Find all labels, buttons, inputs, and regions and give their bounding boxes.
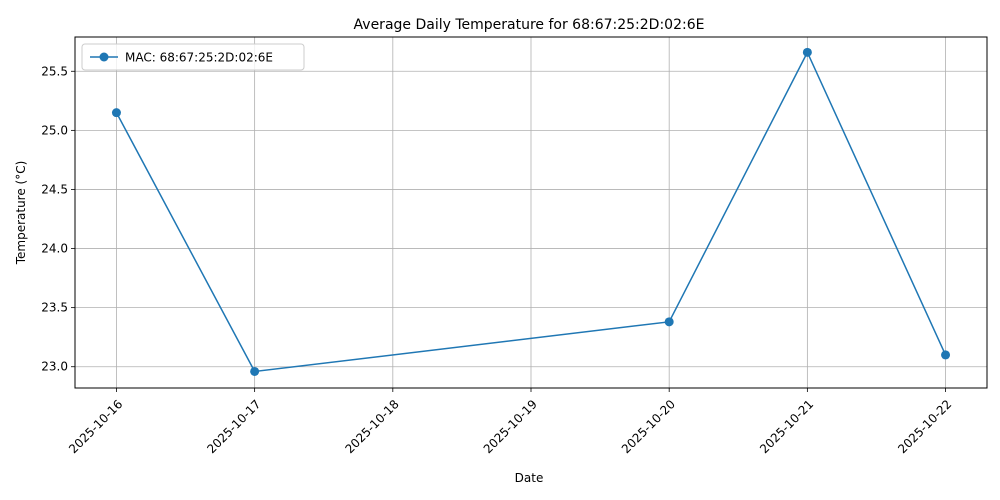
y-tick-label: 23.5: [41, 301, 68, 315]
x-tick-label: 2025-10-17: [204, 397, 263, 456]
data-point: [111, 108, 121, 118]
series-layer: [111, 47, 951, 376]
x-tick-label: 2025-10-18: [343, 397, 402, 456]
y-tick-label: 24.0: [41, 242, 68, 256]
data-point: [941, 350, 951, 360]
legend-label: MAC: 68:67:25:2D:02:6E: [125, 51, 273, 65]
x-axis-label: Date: [515, 471, 544, 485]
x-tick-label: 2025-10-16: [66, 397, 125, 456]
y-tick-label: 25.0: [41, 123, 68, 137]
data-point: [802, 47, 812, 57]
legend: MAC: 68:67:25:2D:02:6E: [81, 43, 305, 71]
x-tick-label: 2025-10-19: [481, 397, 540, 456]
y-tick-label: 25.5: [41, 64, 68, 78]
data-point: [664, 317, 674, 327]
x-tick-label: 2025-10-21: [757, 397, 816, 456]
y-axis: 23.0 23.5 24.0 24.5 25.0 25.5: [41, 64, 75, 374]
y-tick-label: 24.5: [41, 182, 68, 196]
grid: [75, 37, 987, 388]
x-axis: 2025-10-16 2025-10-17 2025-10-18 2025-10-19…: [66, 388, 954, 456]
y-axis-label: Temperature (°C): [14, 161, 28, 266]
chart-title: Average Daily Temperature for 68:67:25:2…: [354, 17, 705, 33]
data-point: [250, 366, 260, 376]
x-tick-label: 2025-10-20: [619, 397, 678, 456]
legend-marker: [99, 52, 109, 62]
y-tick-label: 23.0: [41, 360, 68, 374]
x-tick-label: 2025-10-22: [895, 397, 954, 456]
legend-box: [81, 43, 305, 71]
